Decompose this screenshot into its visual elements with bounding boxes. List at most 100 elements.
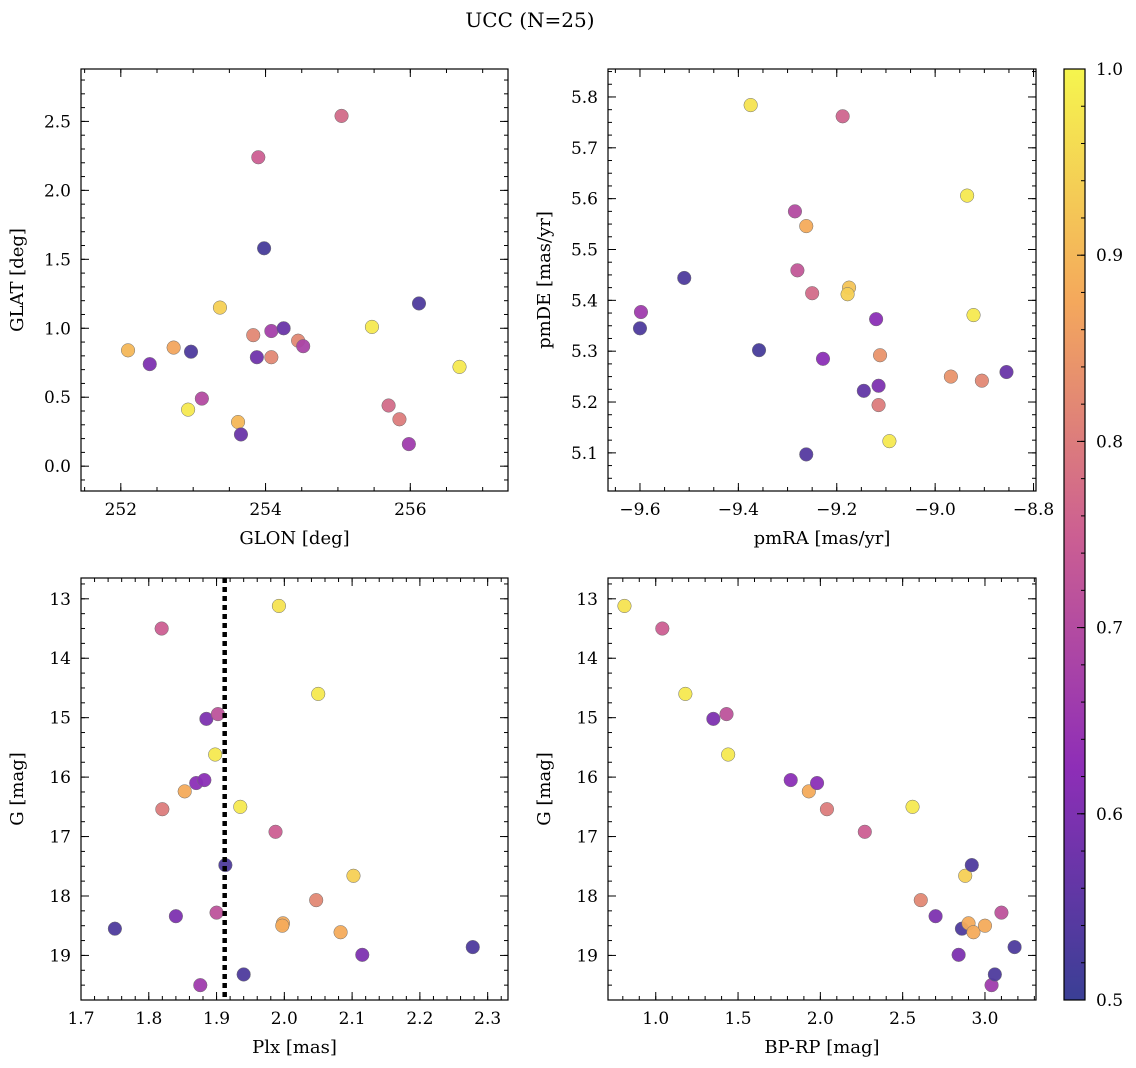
figure-title: UCC (N=25) <box>465 8 594 32</box>
axes-frame <box>80 577 509 1001</box>
x-tick-label: 1.7 <box>67 1009 94 1029</box>
scatter-point <box>964 858 979 873</box>
y-tick-label: 15 <box>49 709 71 729</box>
scatter-point <box>1007 940 1022 955</box>
y-tick-label: 18 <box>576 887 598 907</box>
scatter-point <box>743 98 758 113</box>
scatter-point <box>966 925 981 940</box>
scatter-point <box>678 686 693 701</box>
scatter-point <box>871 398 886 413</box>
x-tick-label: 2.1 <box>339 1009 366 1029</box>
scatter-point <box>264 323 279 339</box>
y-tick-label: 5.5 <box>571 240 598 260</box>
scatter-point <box>810 776 825 791</box>
y-tick-label: 0.5 <box>44 388 71 408</box>
scatter-point <box>236 967 251 982</box>
scatter-points <box>617 598 1022 993</box>
scatter-point <box>677 270 692 286</box>
scatter-point <box>815 351 831 366</box>
colorbar-tick-label: 0.6 <box>1096 805 1123 825</box>
y-tick-label: 5.4 <box>571 291 598 311</box>
minor-ticks <box>80 578 508 1001</box>
scatter-point <box>249 350 264 365</box>
scatter-point <box>233 799 248 814</box>
scatter-points <box>107 598 480 993</box>
scatter-point <box>166 340 181 355</box>
x-tick-label: −9.4 <box>718 500 759 520</box>
y-tick-label: 1.0 <box>44 319 71 339</box>
y-tick-label: 2.5 <box>44 112 71 132</box>
scatter-point <box>296 339 311 354</box>
scatter-point <box>951 947 966 962</box>
y-tick-label: 5.6 <box>571 190 598 210</box>
y-axis-label: G [mag] <box>534 752 555 825</box>
x-tick-label: 2.0 <box>271 1009 298 1029</box>
x-axis-label: pmRA [mas/yr] <box>754 528 891 549</box>
scatter-point <box>617 598 632 613</box>
scatter-point <box>869 312 884 327</box>
scatter-point <box>197 773 212 788</box>
x-axis-label: BP-RP [mag] <box>764 1037 879 1058</box>
scatter-point <box>154 621 169 636</box>
colorbar-frame <box>1063 68 1086 1001</box>
scatter-point <box>208 747 223 762</box>
colorbar-tick-label: 0.5 <box>1096 991 1123 1011</box>
x-tick-label: 1.8 <box>135 1009 162 1029</box>
scatter-point <box>943 369 958 384</box>
colorbar-tick-label: 0.9 <box>1096 246 1123 266</box>
x-tick-label: 1.9 <box>203 1009 230 1029</box>
y-tick-label: 5.2 <box>571 393 598 413</box>
y-tick-label: 17 <box>49 828 71 848</box>
scatter-point <box>333 925 348 940</box>
scatter-point <box>905 799 920 814</box>
scatter-point <box>719 707 734 722</box>
y-tick-label: 5.7 <box>571 139 598 159</box>
scatter-point <box>840 287 855 302</box>
x-tick-label: 1.5 <box>725 1009 752 1029</box>
x-tick-label: 2.3 <box>474 1009 501 1029</box>
scatter-point <box>233 427 248 442</box>
scatter-point <box>452 359 467 374</box>
y-tick-label: 14 <box>49 649 71 669</box>
scatter-point <box>805 286 820 301</box>
y-tick-label: 18 <box>49 887 71 907</box>
scatter-point <box>411 296 427 311</box>
panel-glon-glat: 252 254 256 0.0 0.5 1.0 1.5 2.0 2.5 GLON [deg] GLA… <box>7 68 509 549</box>
x-tick-label: −8.8 <box>1013 500 1054 520</box>
scatter-point <box>334 108 349 123</box>
scatter-point <box>212 300 228 315</box>
scatter-point <box>257 241 272 256</box>
scatter-point <box>181 402 196 417</box>
scatter-points <box>120 108 467 452</box>
axes-frame <box>607 68 1037 492</box>
scatter-point <box>309 893 324 908</box>
scatter-point <box>960 188 975 203</box>
y-tick-label: 2.0 <box>44 181 71 201</box>
scatter-point <box>633 304 649 320</box>
y-axis-label: GLAT [deg] <box>7 228 28 332</box>
scatter-point <box>721 747 736 762</box>
scatter-point <box>251 150 266 165</box>
scatter-point <box>275 918 290 933</box>
panel-pmra-pmde: −9.6 −9.4 −9.2 −9.0 −8.8 5.1 5.2 5.3 5.4 5.5 5.6 5.… <box>534 68 1054 549</box>
y-tick-label: 5.3 <box>571 342 598 362</box>
colorbar-tick-label: 1.0 <box>1096 60 1123 80</box>
scatter-point <box>787 204 802 219</box>
x-tick-label: 254 <box>249 500 281 520</box>
y-tick-label: 13 <box>576 590 598 610</box>
scatter-point <box>271 598 286 613</box>
scatter-point <box>155 802 170 817</box>
scatter-point <box>987 967 1002 982</box>
scatter-point <box>790 263 805 278</box>
y-tick-label: 5.8 <box>571 88 598 108</box>
scatter-point <box>246 328 261 343</box>
scatter-point <box>977 918 993 933</box>
scatter-points <box>632 98 1014 462</box>
x-axis-label: Plx [mas] <box>252 1037 337 1058</box>
scatter-point <box>107 921 122 936</box>
scatter-point <box>209 905 224 920</box>
scatter-point <box>974 373 989 388</box>
scatter-point <box>177 784 192 799</box>
scatter-point <box>183 344 199 359</box>
